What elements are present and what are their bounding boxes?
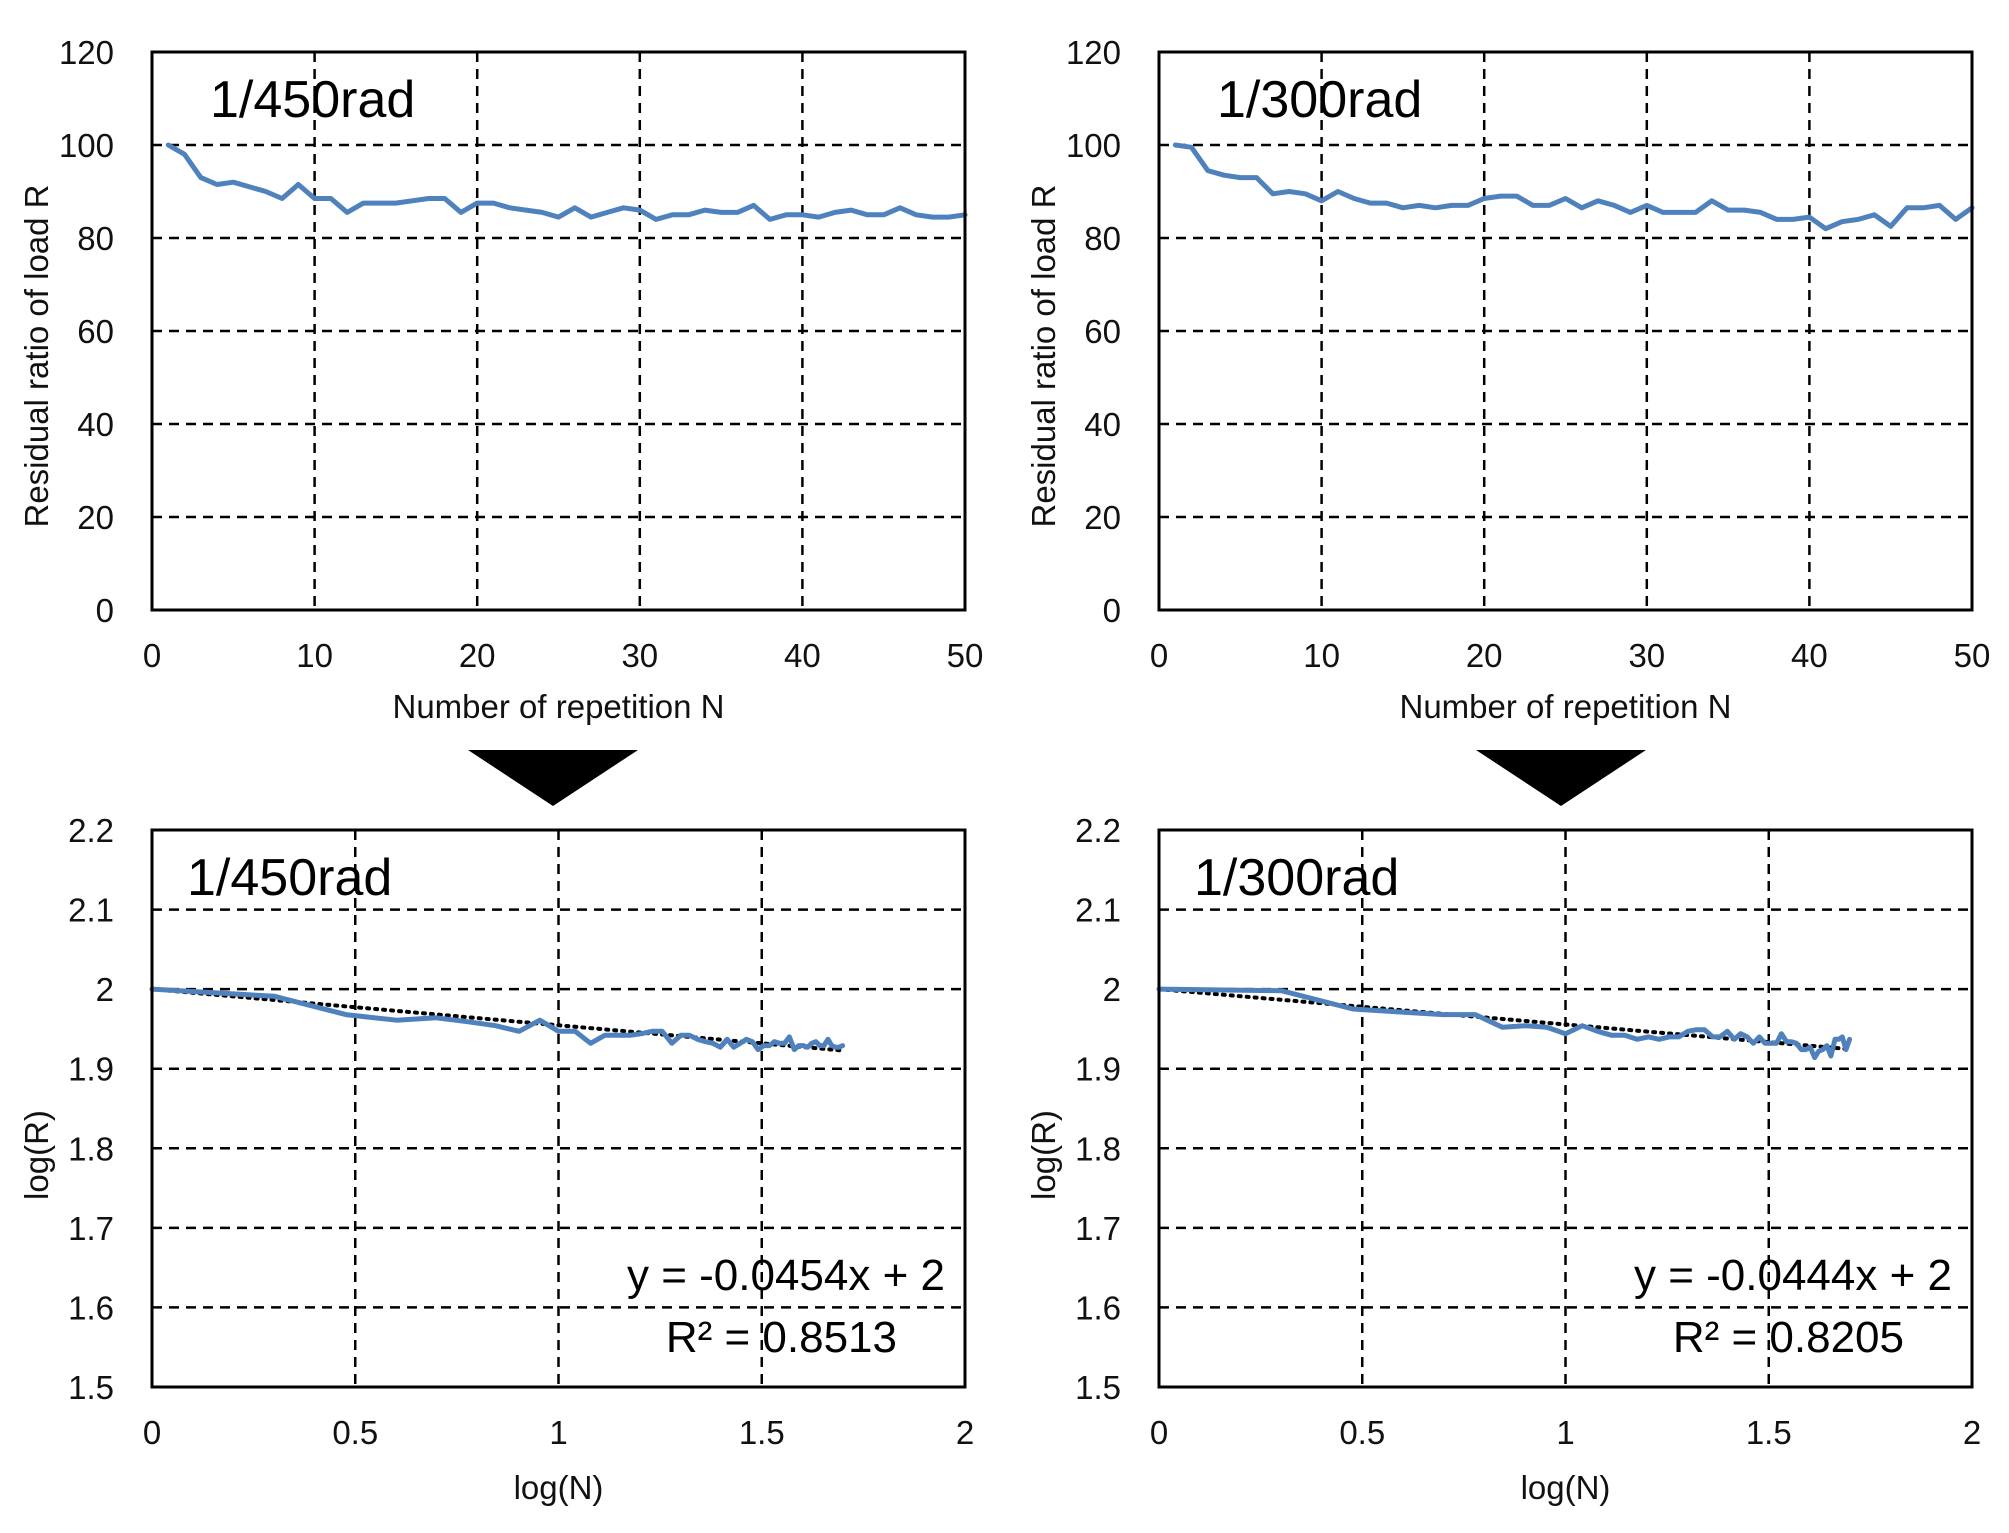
x-tick-label: 1.5 — [739, 1414, 785, 1451]
x-tick-label: 1 — [1556, 1414, 1574, 1451]
y-axis-label: log(R) — [1025, 1110, 1062, 1200]
chart-top-left: 0 20 40 60 80 100 120 0 10 20 30 40 50 1/450rad Numb… — [18, 34, 983, 725]
r-squared-label: R² = 0.8205 — [1673, 1313, 1904, 1362]
y-tick-label: 1.9 — [1075, 1051, 1121, 1088]
chart-bottom-left: 1.5 1.6 1.7 1.8 1.9 2 2.1 2.2 0 0.5 1 1.5 2 1/450rad… — [18, 812, 974, 1506]
y-tick-label: 2.1 — [1075, 892, 1121, 929]
x-tick-label: 20 — [459, 637, 496, 674]
y-tick-label: 2 — [1103, 971, 1121, 1008]
y-tick-label: 80 — [1084, 220, 1121, 257]
y-tick-label: 120 — [59, 34, 114, 71]
y-tick-label: 1.8 — [68, 1130, 114, 1167]
y-tick-label: 40 — [77, 406, 114, 443]
y-tick-label: 1.8 — [1075, 1130, 1121, 1167]
r-squared-label: R² = 0.8513 — [666, 1313, 897, 1362]
arrow-down-right — [1476, 750, 1646, 806]
plot-frame — [1157, 50, 1974, 612]
chart-title: 1/450rad — [210, 71, 415, 129]
series-line — [1172, 142, 1975, 232]
y-tick-label: 20 — [77, 499, 114, 536]
y-tick-label: 100 — [1066, 127, 1121, 164]
y-tick-label: 2.1 — [68, 892, 114, 929]
x-tick-label: 1.5 — [1746, 1414, 1792, 1451]
x-tick-label: 1 — [549, 1414, 567, 1451]
x-tick-label: 0 — [143, 637, 161, 674]
x-tick-label: 10 — [1303, 637, 1340, 674]
y-tick-label: 0 — [1103, 592, 1121, 629]
x-axis-label: Number of repetition N — [1400, 688, 1732, 725]
x-tick-label: 30 — [1628, 637, 1665, 674]
x-axis-label: log(N) — [514, 1469, 604, 1506]
x-tick-label: 10 — [296, 637, 333, 674]
chart-top-right: 0 20 40 60 80 100 120 0 10 20 30 40 50 1/300rad Numb… — [1025, 34, 1990, 725]
chart-bottom-right: 1.5 1.6 1.7 1.8 1.9 2 2.1 2.2 0 0.5 1 1.5 2 1/300rad… — [1025, 812, 1981, 1506]
x-tick-label: 2 — [1963, 1414, 1981, 1451]
y-tick-label: 1.7 — [68, 1210, 114, 1247]
y-tick-label: 80 — [77, 220, 114, 257]
y-tick-label: 1.6 — [1075, 1289, 1121, 1326]
x-tick-label: 40 — [784, 637, 821, 674]
x-tick-label: 0 — [1150, 1414, 1168, 1451]
x-tick-label: 0.5 — [332, 1414, 378, 1451]
y-tick-label: 2 — [96, 971, 114, 1008]
x-tick-label: 0 — [1150, 637, 1168, 674]
trendline-equation: y = -0.0454x + 2 — [627, 1251, 945, 1300]
x-tick-label: 40 — [1791, 637, 1828, 674]
x-tick-label: 50 — [947, 637, 984, 674]
series-line — [149, 986, 846, 1053]
y-tick-label: 0 — [96, 592, 114, 629]
y-tick-label: 120 — [1066, 34, 1121, 71]
x-tick-label: 50 — [1954, 637, 1991, 674]
y-tick-label: 60 — [77, 313, 114, 350]
y-tick-label: 40 — [1084, 406, 1121, 443]
trendline-equation: y = -0.0444x + 2 — [1634, 1251, 1952, 1300]
arrow-down-left — [468, 750, 638, 806]
x-axis-label: log(N) — [1521, 1469, 1611, 1506]
x-tick-label: 0 — [143, 1414, 161, 1451]
plot-frame — [1157, 828, 1974, 1389]
y-tick-label: 60 — [1084, 313, 1121, 350]
y-tick-label: 1.5 — [68, 1369, 114, 1406]
plot-frame — [150, 828, 967, 1389]
y-axis-label: Residual ratio of load R — [1025, 184, 1062, 527]
y-tick-label: 1.7 — [1075, 1210, 1121, 1247]
y-tick-label: 1.9 — [68, 1051, 114, 1088]
x-axis-label: Number of repetition N — [393, 688, 725, 725]
y-tick-label: 2.2 — [1075, 812, 1121, 849]
series-line — [1156, 986, 1853, 1061]
chart-title: 1/300rad — [1217, 71, 1422, 129]
x-tick-label: 20 — [1466, 637, 1503, 674]
trendline — [1157, 987, 1852, 1052]
y-tick-label: 1.5 — [1075, 1369, 1121, 1406]
x-tick-label: 30 — [621, 637, 658, 674]
y-tick-label: 2.2 — [68, 812, 114, 849]
y-axis-label: Residual ratio of load R — [18, 184, 55, 527]
chart-title: 1/450rad — [187, 849, 392, 907]
y-tick-label: 1.6 — [68, 1289, 114, 1326]
chart-title: 1/300rad — [1194, 849, 1399, 907]
series-line — [165, 142, 968, 222]
y-tick-label: 20 — [1084, 499, 1121, 536]
x-tick-label: 0.5 — [1339, 1414, 1385, 1451]
x-tick-label: 2 — [956, 1414, 974, 1451]
plot-frame — [150, 50, 967, 612]
y-axis-label: log(R) — [18, 1110, 55, 1200]
y-tick-label: 100 — [59, 127, 114, 164]
